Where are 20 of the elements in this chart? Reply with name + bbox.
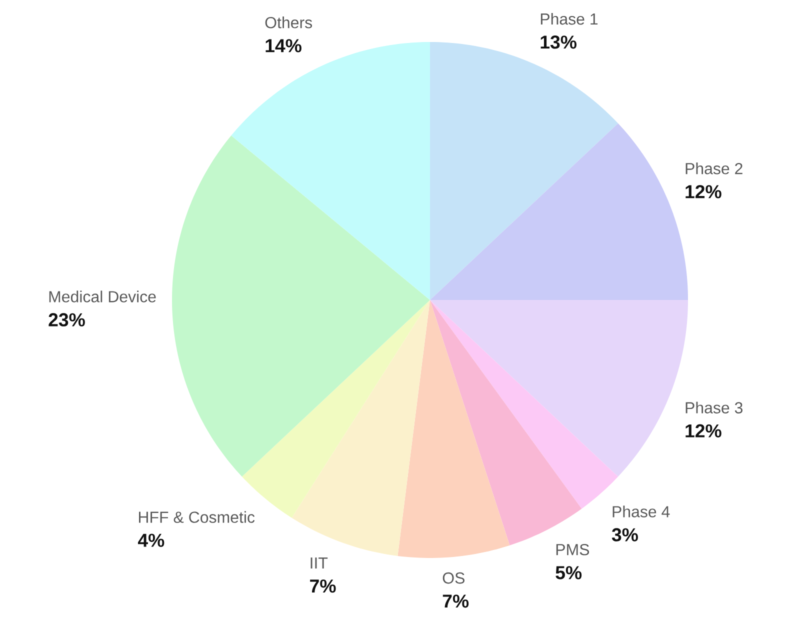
slice-label: Phase 2 xyxy=(686,162,742,174)
data-label: 7% xyxy=(442,594,469,608)
data-label: 7% xyxy=(310,580,336,593)
slice-label: Phase 4 xyxy=(612,506,670,518)
data-label: 23% xyxy=(48,313,85,326)
data-label: 13% xyxy=(540,36,576,49)
data-label: 4% xyxy=(138,534,164,547)
slice-label: Medical Device xyxy=(49,290,156,302)
slice-label: HFF & Cosmetic xyxy=(139,511,255,523)
data-label: 12% xyxy=(686,185,722,198)
data-label: 5% xyxy=(556,566,582,580)
slice-label: OS xyxy=(442,572,464,584)
slice-label: Phase 1 xyxy=(540,12,598,25)
data-label: 14% xyxy=(266,39,302,52)
slice-label: Phase 3 xyxy=(686,402,742,414)
data-label: 3% xyxy=(612,528,638,542)
slice-label: IIT xyxy=(310,558,328,569)
slice-label: Others xyxy=(265,16,312,28)
slice-label: PMS xyxy=(556,544,590,556)
data-label: 12% xyxy=(686,424,722,438)
